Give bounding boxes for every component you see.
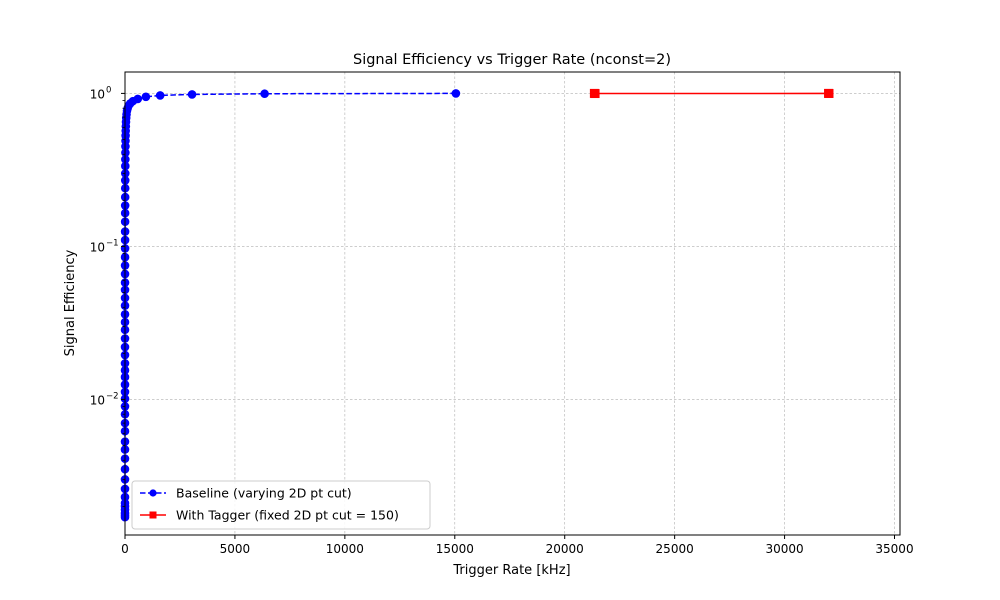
x-tick-label: 30000	[765, 542, 803, 556]
data-point-circle	[260, 89, 269, 99]
data-point-square	[824, 88, 834, 98]
x-tick-label: 10000	[326, 542, 364, 556]
data-point-square	[590, 89, 600, 99]
legend-label: Baseline (varying 2D pt cut)	[176, 486, 352, 501]
y-tick-label: 10	[90, 393, 105, 407]
x-tick-label: 25000	[656, 542, 694, 556]
y-tick-exponent: −1	[106, 238, 119, 248]
y-tick-exponent: −2	[106, 391, 119, 401]
data-point-circle	[451, 89, 461, 98]
y-tick-label: 10	[90, 240, 105, 254]
legend-marker-circle	[149, 489, 157, 497]
legend-label: With Tagger (fixed 2D pt cut = 150)	[176, 508, 399, 523]
legend-box	[131, 480, 431, 530]
legend: Baseline (varying 2D pt cut) With Tagger …	[131, 480, 431, 530]
y-tick-label: 10	[90, 87, 105, 101]
chart-title: Signal Efficiency vs Trigger Rate (ncons…	[353, 52, 671, 68]
legend-marker-square	[149, 511, 157, 519]
data-point-circle	[141, 92, 151, 102]
x-tick-label: 20000	[546, 542, 584, 556]
axes-frame	[124, 71, 901, 536]
y-tick-exponent: 0	[106, 85, 111, 95]
data-point-circle	[187, 90, 197, 99]
x-tick-label: 5000	[220, 542, 251, 556]
data-point-circle	[155, 91, 165, 100]
x-tick-label: 15000	[436, 542, 474, 556]
x-tick-label: 0	[121, 542, 129, 556]
x-tick-label: 35000	[875, 542, 913, 556]
y-axis-label: Signal Efficiency	[63, 249, 78, 356]
series-tagger	[589, 88, 834, 99]
x-axis-label: Trigger Rate [kHz]	[452, 563, 570, 578]
x-axis: 0 5000 10000 15000 20000 25000 30000 35000	[121, 535, 914, 556]
